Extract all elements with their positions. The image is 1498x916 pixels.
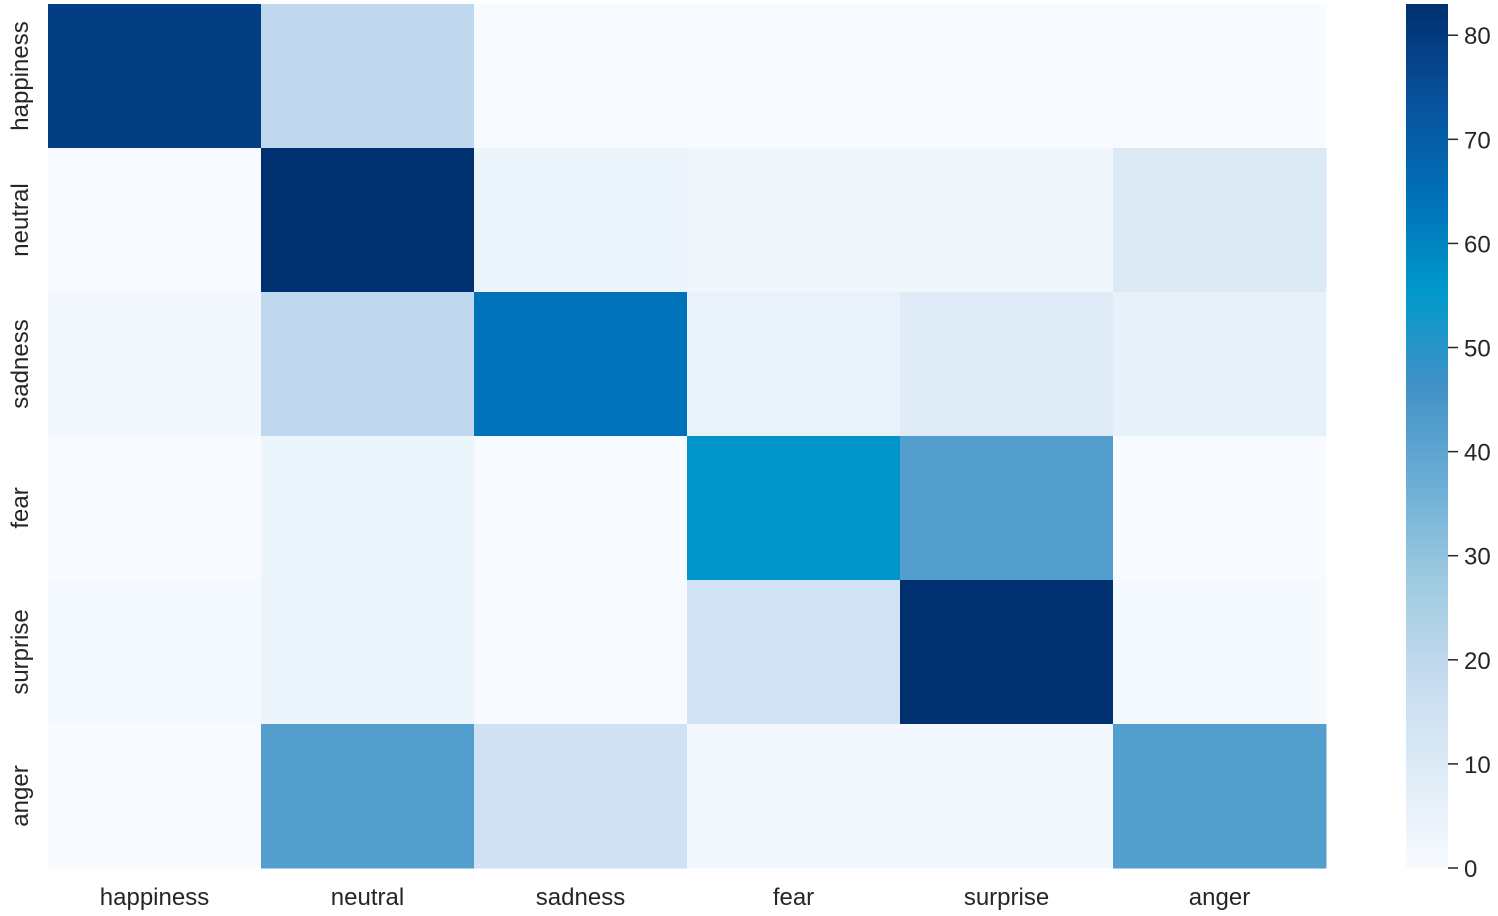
colorbar-ticks: 0 10 20 30 40 50 60 70 80 bbox=[1448, 23, 1491, 883]
colorbar bbox=[1406, 4, 1448, 868]
colorbar-tick-label: 20 bbox=[1464, 648, 1491, 675]
colorbar-tick-label: 30 bbox=[1464, 544, 1491, 571]
y-tick-label: sadness bbox=[7, 319, 34, 408]
heatmap-cell-anger-happiness bbox=[48, 724, 262, 869]
heatmap-cell-happiness-anger bbox=[1113, 4, 1327, 149]
y-tick-label: fear bbox=[7, 487, 34, 528]
heatmap-cell-fear-anger bbox=[1113, 436, 1327, 581]
heatmap-cell-happiness-neutral bbox=[261, 4, 475, 149]
colorbar-tick-label: 40 bbox=[1464, 440, 1491, 467]
x-tick-label: surprise bbox=[964, 884, 1049, 911]
heatmap-cell-sadness-anger bbox=[1113, 292, 1327, 437]
heatmap-cell-neutral-surprise bbox=[900, 148, 1114, 293]
heatmap-cell-neutral-sadness bbox=[474, 148, 688, 293]
x-tick-label: fear bbox=[773, 884, 814, 911]
colorbar-tick-label: 70 bbox=[1464, 127, 1491, 154]
heatmap-cell-neutral-neutral bbox=[261, 148, 475, 293]
heatmap-cell-sadness-neutral bbox=[261, 292, 475, 437]
heatmap-cell-anger-surprise bbox=[900, 724, 1114, 869]
heatmap-cells bbox=[48, 4, 1327, 869]
heatmap-cell-surprise-neutral bbox=[261, 580, 475, 725]
heatmap-cell-surprise-fear bbox=[687, 580, 901, 725]
heatmap-cell-happiness-fear bbox=[687, 4, 901, 149]
heatmap-cell-fear-surprise bbox=[900, 436, 1114, 581]
x-tick-label: neutral bbox=[331, 884, 404, 911]
heatmap-cell-fear-fear bbox=[687, 436, 901, 581]
x-tick-label: sadness bbox=[536, 884, 625, 911]
heatmap-cell-neutral-anger bbox=[1113, 148, 1327, 293]
y-tick-label: neutral bbox=[7, 183, 34, 256]
heatmap-cell-fear-sadness bbox=[474, 436, 688, 581]
heatmap-cell-happiness-sadness bbox=[474, 4, 688, 149]
colorbar-tick-label: 80 bbox=[1464, 23, 1491, 50]
x-tick-label: anger bbox=[1189, 884, 1250, 911]
heatmap-cell-anger-neutral bbox=[261, 724, 475, 869]
heatmap-cell-surprise-sadness bbox=[474, 580, 688, 725]
heatmap-cell-sadness-sadness bbox=[474, 292, 688, 437]
heatmap-cell-sadness-fear bbox=[687, 292, 901, 437]
heatmap-cell-sadness-surprise bbox=[900, 292, 1114, 437]
heatmap-cell-surprise-surprise bbox=[900, 580, 1114, 725]
y-tick-label: happiness bbox=[7, 21, 34, 130]
heatmap-cell-neutral-fear bbox=[687, 148, 901, 293]
heatmap-cell-anger-fear bbox=[687, 724, 901, 869]
heatmap-cell-fear-happiness bbox=[48, 436, 262, 581]
colorbar-tick-label: 10 bbox=[1464, 752, 1491, 779]
heatmap-cell-sadness-happiness bbox=[48, 292, 262, 437]
heatmap-cell-neutral-happiness bbox=[48, 148, 262, 293]
heatmap-cell-fear-neutral bbox=[261, 436, 475, 581]
heatmap-cell-happiness-happiness bbox=[48, 4, 262, 149]
y-tick-label: surprise bbox=[7, 609, 34, 694]
heatmap-cell-anger-anger bbox=[1113, 724, 1327, 869]
x-tick-label: happiness bbox=[100, 884, 209, 911]
heatmap-cell-anger-sadness bbox=[474, 724, 688, 869]
x-axis-labels: happiness neutral sadness fear surprise anger bbox=[100, 884, 1250, 911]
y-axis-labels: happiness neutral sadness fear surprise anger bbox=[7, 21, 34, 826]
colorbar-tick-label: 60 bbox=[1464, 231, 1491, 258]
heatmap-cell-surprise-anger bbox=[1113, 580, 1327, 725]
y-tick-label: anger bbox=[7, 765, 34, 826]
colorbar-tick-label: 50 bbox=[1464, 336, 1491, 363]
colorbar-tick-label: 0 bbox=[1464, 856, 1477, 883]
heatmap-cell-happiness-surprise bbox=[900, 4, 1114, 149]
heatmap-cell-surprise-happiness bbox=[48, 580, 262, 725]
